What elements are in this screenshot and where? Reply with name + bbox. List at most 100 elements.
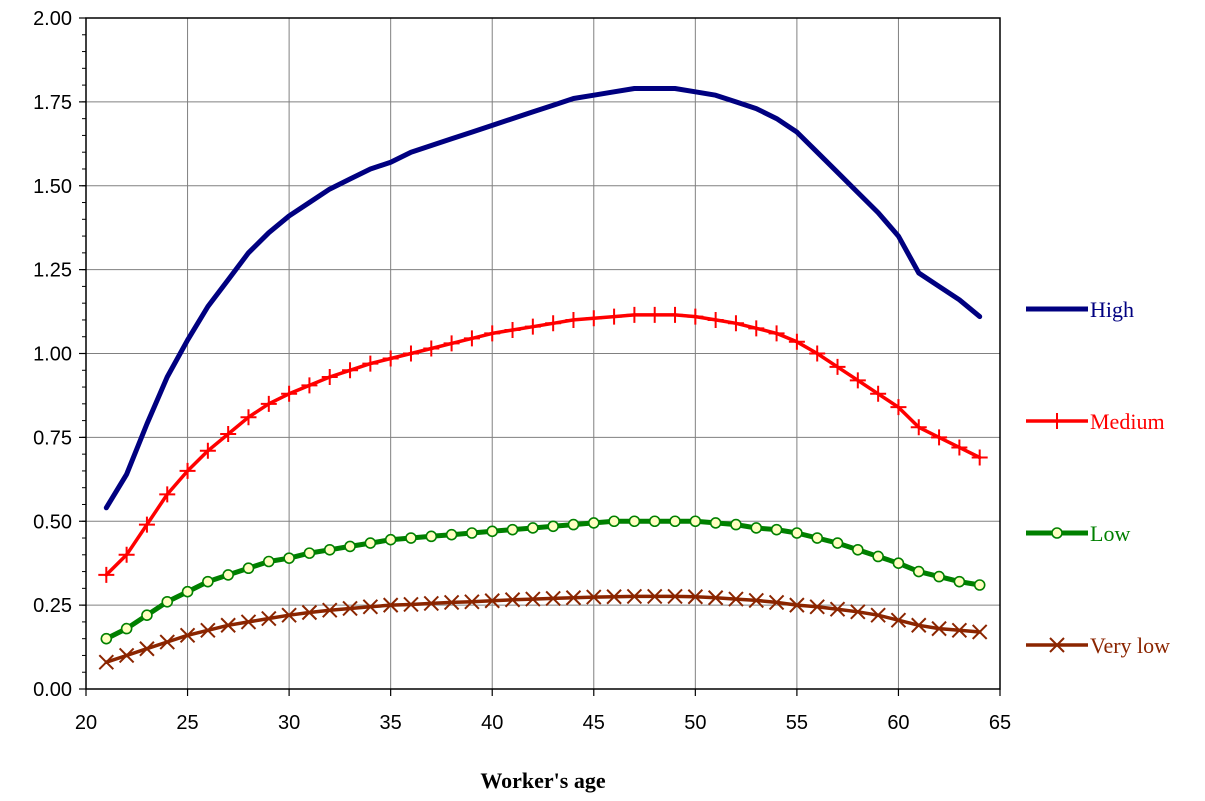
- data-point: [646, 306, 663, 323]
- data-point: [98, 566, 115, 583]
- data-point: [466, 527, 478, 539]
- data-point: [648, 515, 661, 528]
- x-tick-label: 20: [75, 712, 97, 734]
- data-point: [971, 624, 988, 640]
- data-point: [850, 604, 866, 620]
- data-point: [445, 528, 458, 541]
- data-point: [669, 515, 681, 528]
- data-point: [872, 550, 884, 563]
- x-tick-label: 65: [989, 712, 1011, 734]
- series-line: [104, 594, 982, 664]
- data-point: [667, 588, 683, 605]
- data-point: [423, 340, 440, 357]
- data-point: [364, 537, 377, 549]
- data-point: [585, 310, 602, 327]
- data-point: [484, 325, 501, 342]
- legend-item: Very low: [1026, 633, 1170, 658]
- x-tick-label: 50: [684, 712, 706, 734]
- data-point: [443, 335, 460, 352]
- legend-label: Very low: [1090, 633, 1170, 658]
- data-point: [687, 589, 704, 605]
- data-point: [199, 442, 216, 459]
- legend: High Medium Low Very low: [1026, 297, 1170, 658]
- data-point: [159, 486, 176, 503]
- data-point: [281, 385, 298, 402]
- data-point: [565, 311, 582, 328]
- data-point: [829, 601, 846, 617]
- data-point: [951, 439, 968, 456]
- data-point: [910, 419, 927, 436]
- x-tick-label: 35: [380, 712, 402, 734]
- data-point: [912, 565, 925, 578]
- series-line: [104, 313, 982, 577]
- data-point: [709, 517, 722, 529]
- data-point: [161, 595, 174, 608]
- data-point: [98, 654, 115, 670]
- data-point: [382, 597, 399, 613]
- data-point: [322, 602, 338, 618]
- x-tick-label: 60: [887, 712, 909, 734]
- data-point: [120, 622, 133, 635]
- data-point: [220, 426, 237, 443]
- data-point: [689, 515, 702, 528]
- data-point: [321, 368, 338, 385]
- data-point: [525, 591, 541, 607]
- data-point: [892, 557, 905, 569]
- y-tick-label: 1.50: [33, 176, 72, 198]
- data-point: [953, 575, 966, 588]
- data-point: [608, 515, 620, 528]
- x-tick-label: 40: [481, 712, 503, 734]
- data-point: [138, 516, 155, 533]
- data-point: [707, 311, 724, 328]
- series-very-low: [98, 588, 988, 670]
- x-tick-label: 55: [786, 712, 808, 734]
- data-point: [323, 543, 336, 556]
- data-point: [748, 592, 764, 609]
- y-tick-label: 0.00: [33, 679, 72, 701]
- data-point: [141, 609, 153, 621]
- data-point: [504, 322, 521, 339]
- data-point: [870, 607, 886, 623]
- data-point: [362, 599, 379, 615]
- legend-item: Medium: [1026, 409, 1165, 434]
- data-point: [504, 592, 521, 608]
- y-tick-label: 2.00: [33, 8, 72, 30]
- series-low: [100, 515, 986, 645]
- y-tick-label: 1.75: [33, 92, 72, 114]
- data-point: [464, 594, 480, 610]
- data-point: [405, 532, 417, 544]
- data-point: [973, 579, 986, 591]
- data-point: [951, 622, 968, 638]
- data-point: [831, 537, 844, 549]
- data-point: [506, 523, 519, 536]
- data-point: [242, 562, 255, 575]
- legend-label: Medium: [1090, 409, 1165, 434]
- data-point: [202, 575, 214, 588]
- data-point: [707, 590, 724, 606]
- data-point: [281, 607, 297, 623]
- data-point: [911, 617, 927, 633]
- data-point: [100, 632, 113, 645]
- data-point: [524, 318, 541, 335]
- series-layer: [98, 86, 988, 670]
- data-point: [727, 315, 744, 332]
- data-point: [200, 622, 216, 638]
- data-point: [791, 527, 803, 539]
- legend-marker: [1051, 527, 1063, 539]
- data-point: [728, 591, 744, 607]
- data-point: [384, 533, 397, 546]
- data-point: [870, 385, 887, 402]
- data-point: [829, 358, 846, 375]
- data-point: [181, 585, 194, 598]
- x-axis-title: Worker's age: [480, 768, 605, 793]
- data-point: [425, 530, 438, 543]
- data-point: [768, 325, 785, 342]
- y-tick-label: 1.25: [33, 260, 72, 282]
- data-point: [283, 552, 295, 564]
- grid-lines: [86, 18, 1000, 689]
- y-tick-label: 0.50: [33, 511, 72, 533]
- y-tick-label: 1.00: [33, 344, 72, 366]
- data-point: [484, 593, 500, 609]
- data-point: [567, 518, 580, 531]
- x-axis-tick-labels: 20 25 30 35 40 45 50 55 60 65: [75, 689, 1011, 734]
